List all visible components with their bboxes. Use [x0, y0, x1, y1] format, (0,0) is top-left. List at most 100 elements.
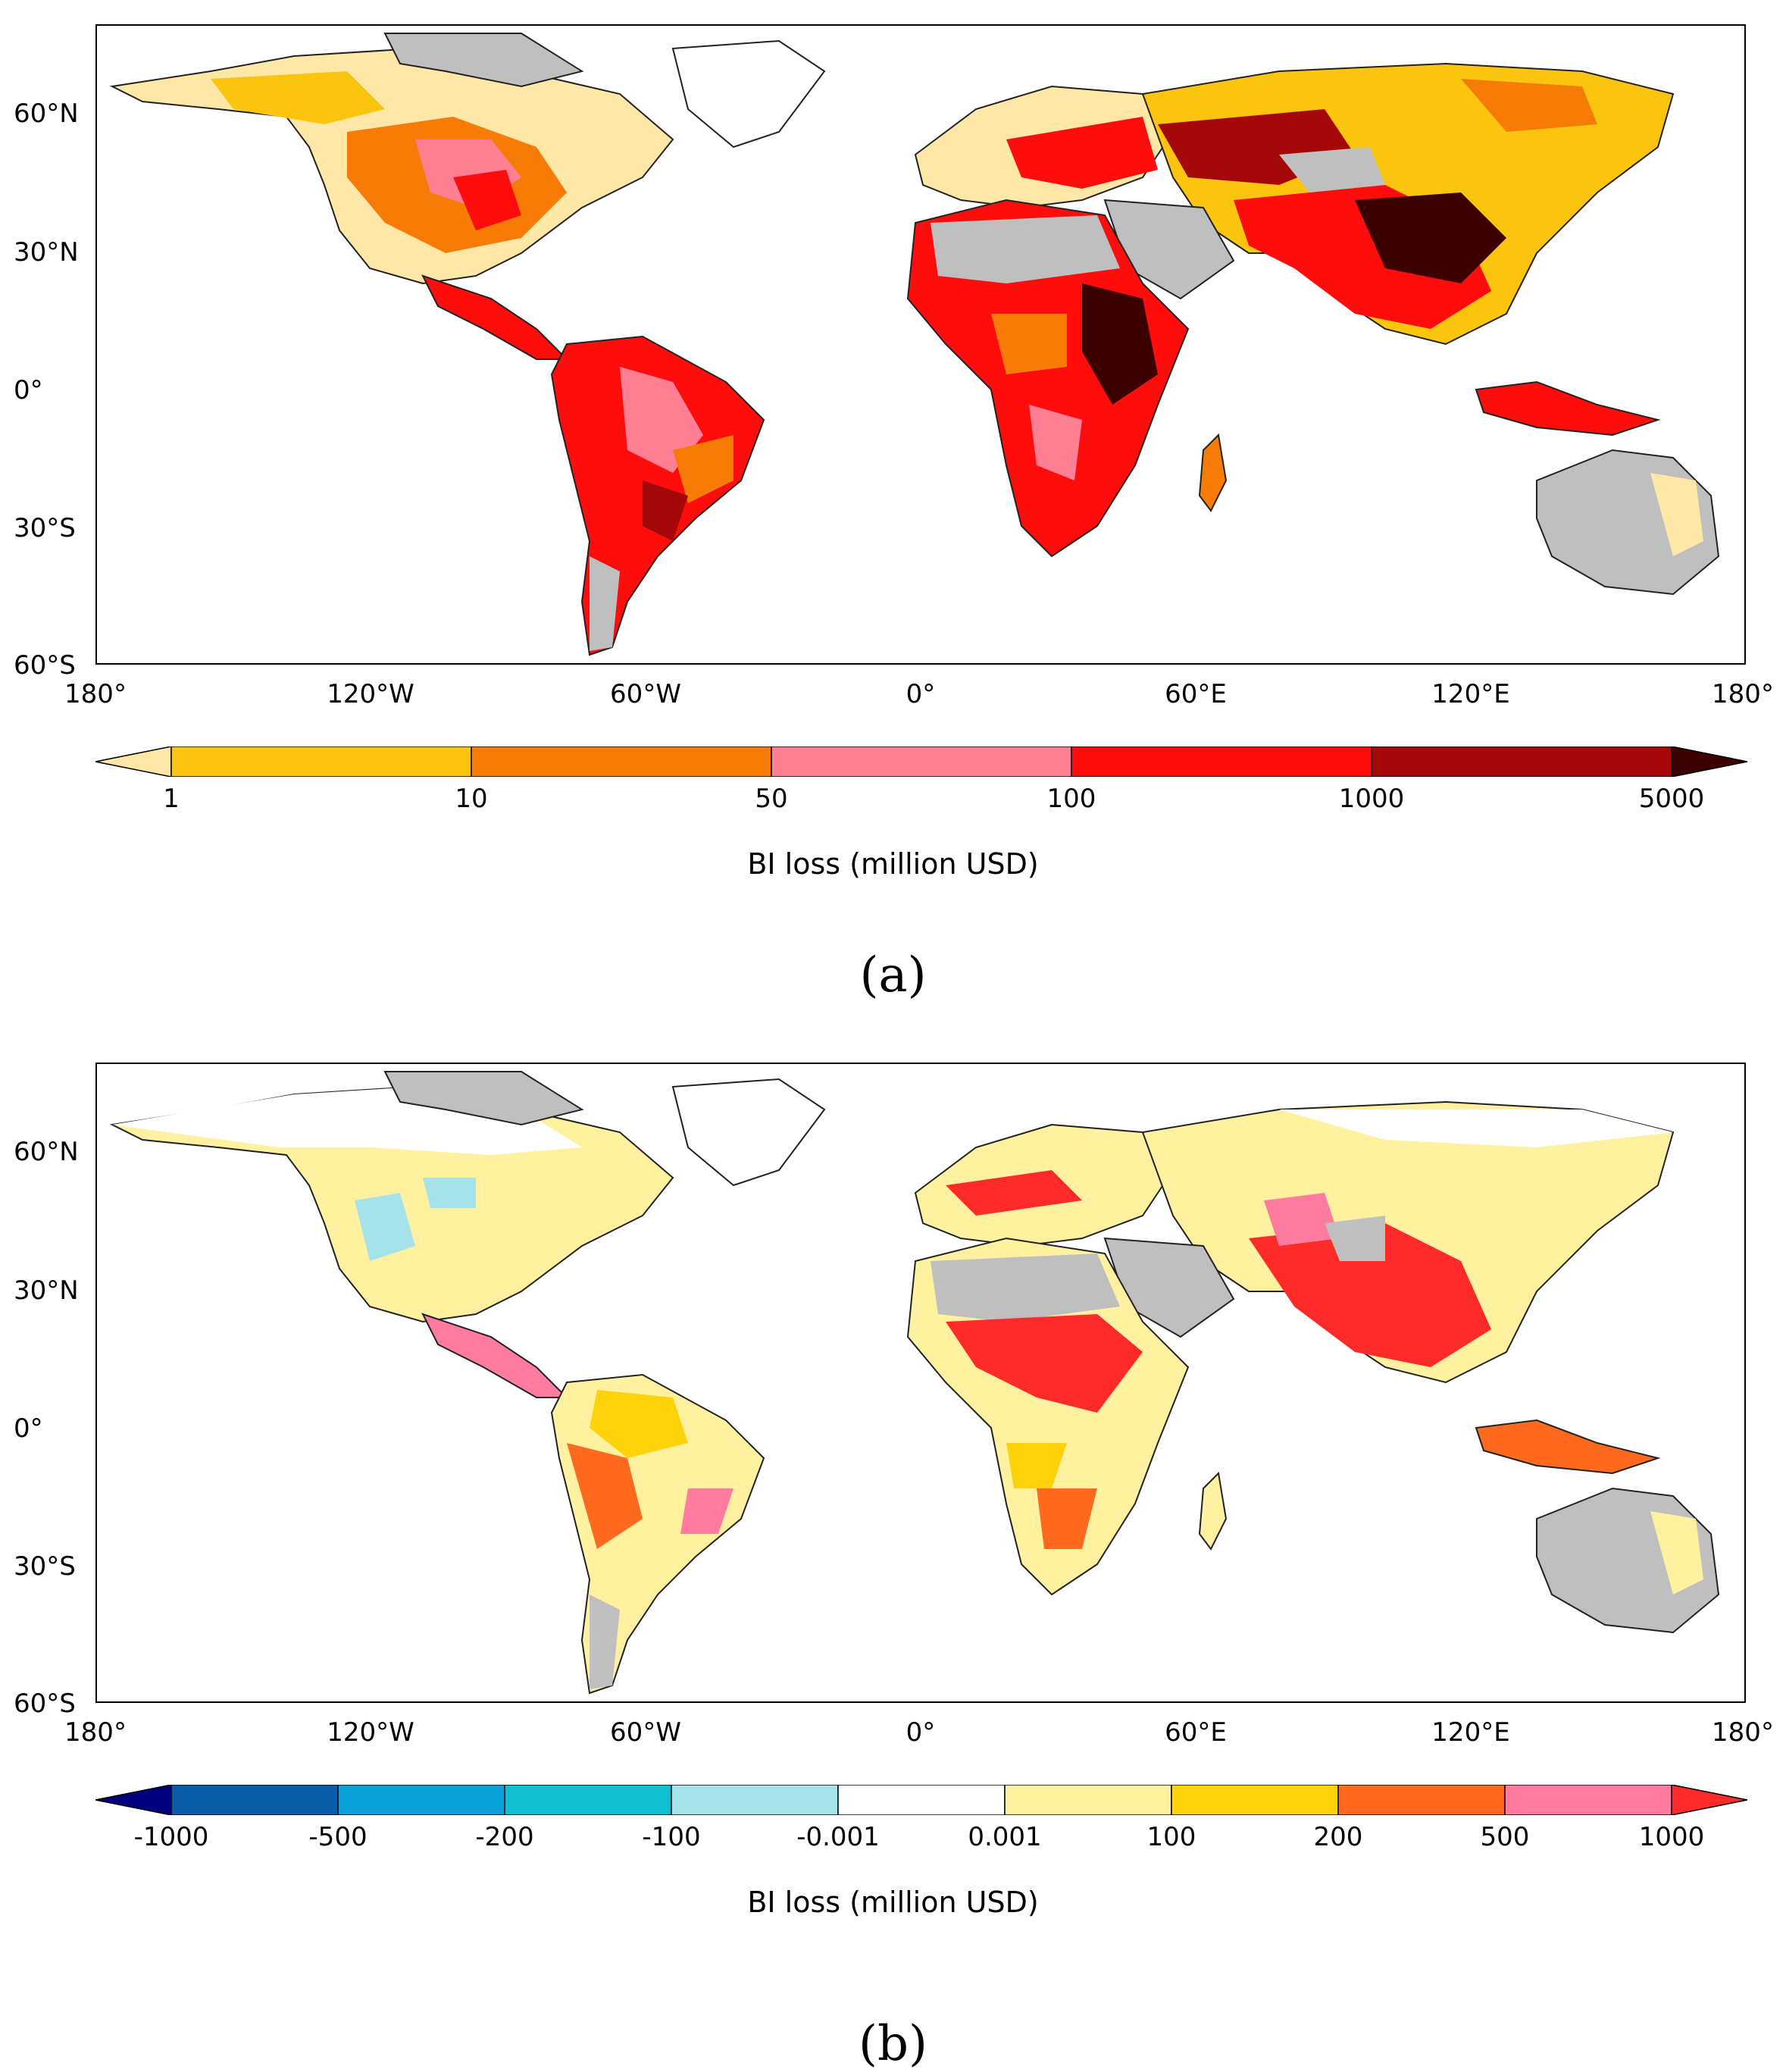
- sa-region-orange: [567, 1443, 643, 1549]
- cbar-segment: [837, 1785, 1006, 1815]
- lat-tick: 30°S: [14, 513, 76, 543]
- asia-grey: [1279, 147, 1385, 192]
- cbar-label: 0.001: [968, 1822, 1042, 1852]
- indonesia: [1475, 1419, 1661, 1475]
- cbar-segment: [1171, 1785, 1339, 1815]
- cbar-label: 1: [163, 784, 180, 814]
- panel-label: (a): [859, 947, 927, 1003]
- lat-tick: 60°N: [14, 99, 79, 129]
- cbar-label: 10: [455, 784, 488, 814]
- madagascar: [1198, 433, 1228, 512]
- cbar-label: 1000: [1338, 784, 1405, 814]
- cbar-segment: [170, 1785, 339, 1815]
- cbar-segment: [671, 1785, 839, 1815]
- cbar-extend-high: [1671, 746, 1747, 777]
- lon-tick: 0°: [906, 679, 936, 709]
- cbar-segment: [1071, 746, 1372, 777]
- cbar-label: 1000: [1638, 1822, 1705, 1852]
- lon-tick: 180°: [1712, 1717, 1774, 1748]
- australia-yellow: [1650, 473, 1703, 556]
- cbar-label: 100: [1146, 1822, 1196, 1852]
- lon-tick: 60°E: [1165, 679, 1227, 709]
- arctic-islands: [383, 33, 584, 88]
- lon-tick: 60°W: [610, 679, 681, 709]
- central-america: [421, 274, 569, 360]
- sa-region-grey: [590, 1595, 620, 1689]
- na-region-blue: [355, 1193, 415, 1261]
- lon-tick: 60°W: [610, 1717, 681, 1748]
- europe-red: [946, 1170, 1082, 1216]
- africa-pink: [1029, 405, 1082, 480]
- cbar-segment: [1004, 1785, 1172, 1815]
- cbar-label: -100: [642, 1822, 701, 1852]
- cbar-label: 200: [1313, 1822, 1363, 1852]
- panel-label: (b): [859, 2016, 927, 2072]
- colorbar-a: [95, 746, 1747, 777]
- asia-orange-north: [1461, 79, 1597, 132]
- world-map-a: [95, 24, 1746, 665]
- world-map-b: [95, 1063, 1746, 1703]
- indonesia: [1475, 380, 1661, 437]
- cbar-segment: [471, 746, 772, 777]
- africa-orange: [1037, 1488, 1097, 1549]
- sa-region-orange: [673, 435, 733, 503]
- lon-tick: 60°E: [1165, 1717, 1227, 1748]
- cbar-segment: [1504, 1785, 1672, 1815]
- cbar-segment: [170, 746, 472, 777]
- lon-tick: 120°W: [327, 679, 414, 709]
- africa-red: [946, 1314, 1143, 1413]
- lon-tick: 180°: [64, 1717, 127, 1748]
- cbar-label: -500: [308, 1822, 368, 1852]
- colorbar-b: [95, 1785, 1747, 1815]
- lat-tick: 0°: [14, 1413, 43, 1444]
- sa-region-pink: [620, 367, 703, 473]
- cbar-extend-high: [1671, 1785, 1747, 1815]
- australia-yellow: [1650, 1511, 1703, 1595]
- madagascar: [1198, 1471, 1228, 1551]
- na-region-yellow: [211, 71, 385, 124]
- europe-red: [1006, 117, 1158, 189]
- cbar-segment: [771, 746, 1072, 777]
- cbar-segment: [1371, 746, 1672, 777]
- colorbar-title: BI loss (million USD): [747, 1886, 1039, 1919]
- cbar-label: -1000: [133, 1822, 209, 1852]
- cbar-extend-low: [95, 1785, 172, 1815]
- lon-tick: 120°W: [327, 1717, 414, 1748]
- arctic-islands: [383, 1071, 584, 1126]
- greenland: [671, 39, 826, 149]
- africa-sahara: [931, 215, 1120, 283]
- cbar-segment: [1337, 1785, 1506, 1815]
- greenland: [671, 1078, 826, 1187]
- cbar-extend-low: [95, 746, 172, 777]
- sa-region-pink: [680, 1488, 733, 1534]
- lat-tick: 30°S: [14, 1551, 76, 1582]
- cbar-segment: [337, 1785, 505, 1815]
- na-region-blue-2: [423, 1178, 476, 1208]
- central-america: [421, 1313, 569, 1398]
- map-svg-b: [109, 1071, 1720, 1695]
- africa-land: [906, 199, 1190, 558]
- cbar-label: 500: [1480, 1822, 1530, 1852]
- lon-tick: 180°: [64, 679, 127, 709]
- asia-pink: [1264, 1193, 1340, 1246]
- lon-tick: 120°E: [1431, 1717, 1510, 1748]
- lon-tick: 120°E: [1431, 679, 1510, 709]
- sa-region-grey: [590, 556, 620, 651]
- asia-red-south: [1249, 1223, 1491, 1367]
- map-svg-a: [109, 33, 1720, 656]
- sa-region-dark: [643, 480, 688, 541]
- lat-tick: 30°N: [14, 237, 79, 268]
- cbar-label: -200: [475, 1822, 534, 1852]
- cbar-segment: [504, 1785, 672, 1815]
- lon-tick: 0°: [906, 1717, 936, 1748]
- na-region-red: [453, 170, 521, 230]
- cbar-label: 5000: [1638, 784, 1705, 814]
- sa-region-yellow: [590, 1390, 688, 1458]
- asia-darkest: [1355, 192, 1506, 283]
- africa-sahara: [931, 1254, 1120, 1322]
- asia-white-north: [1279, 1110, 1673, 1147]
- lat-tick: 60°S: [14, 650, 76, 681]
- lat-tick: 60°N: [14, 1137, 79, 1167]
- lat-tick: 0°: [14, 375, 43, 405]
- lat-tick: 30°N: [14, 1275, 79, 1306]
